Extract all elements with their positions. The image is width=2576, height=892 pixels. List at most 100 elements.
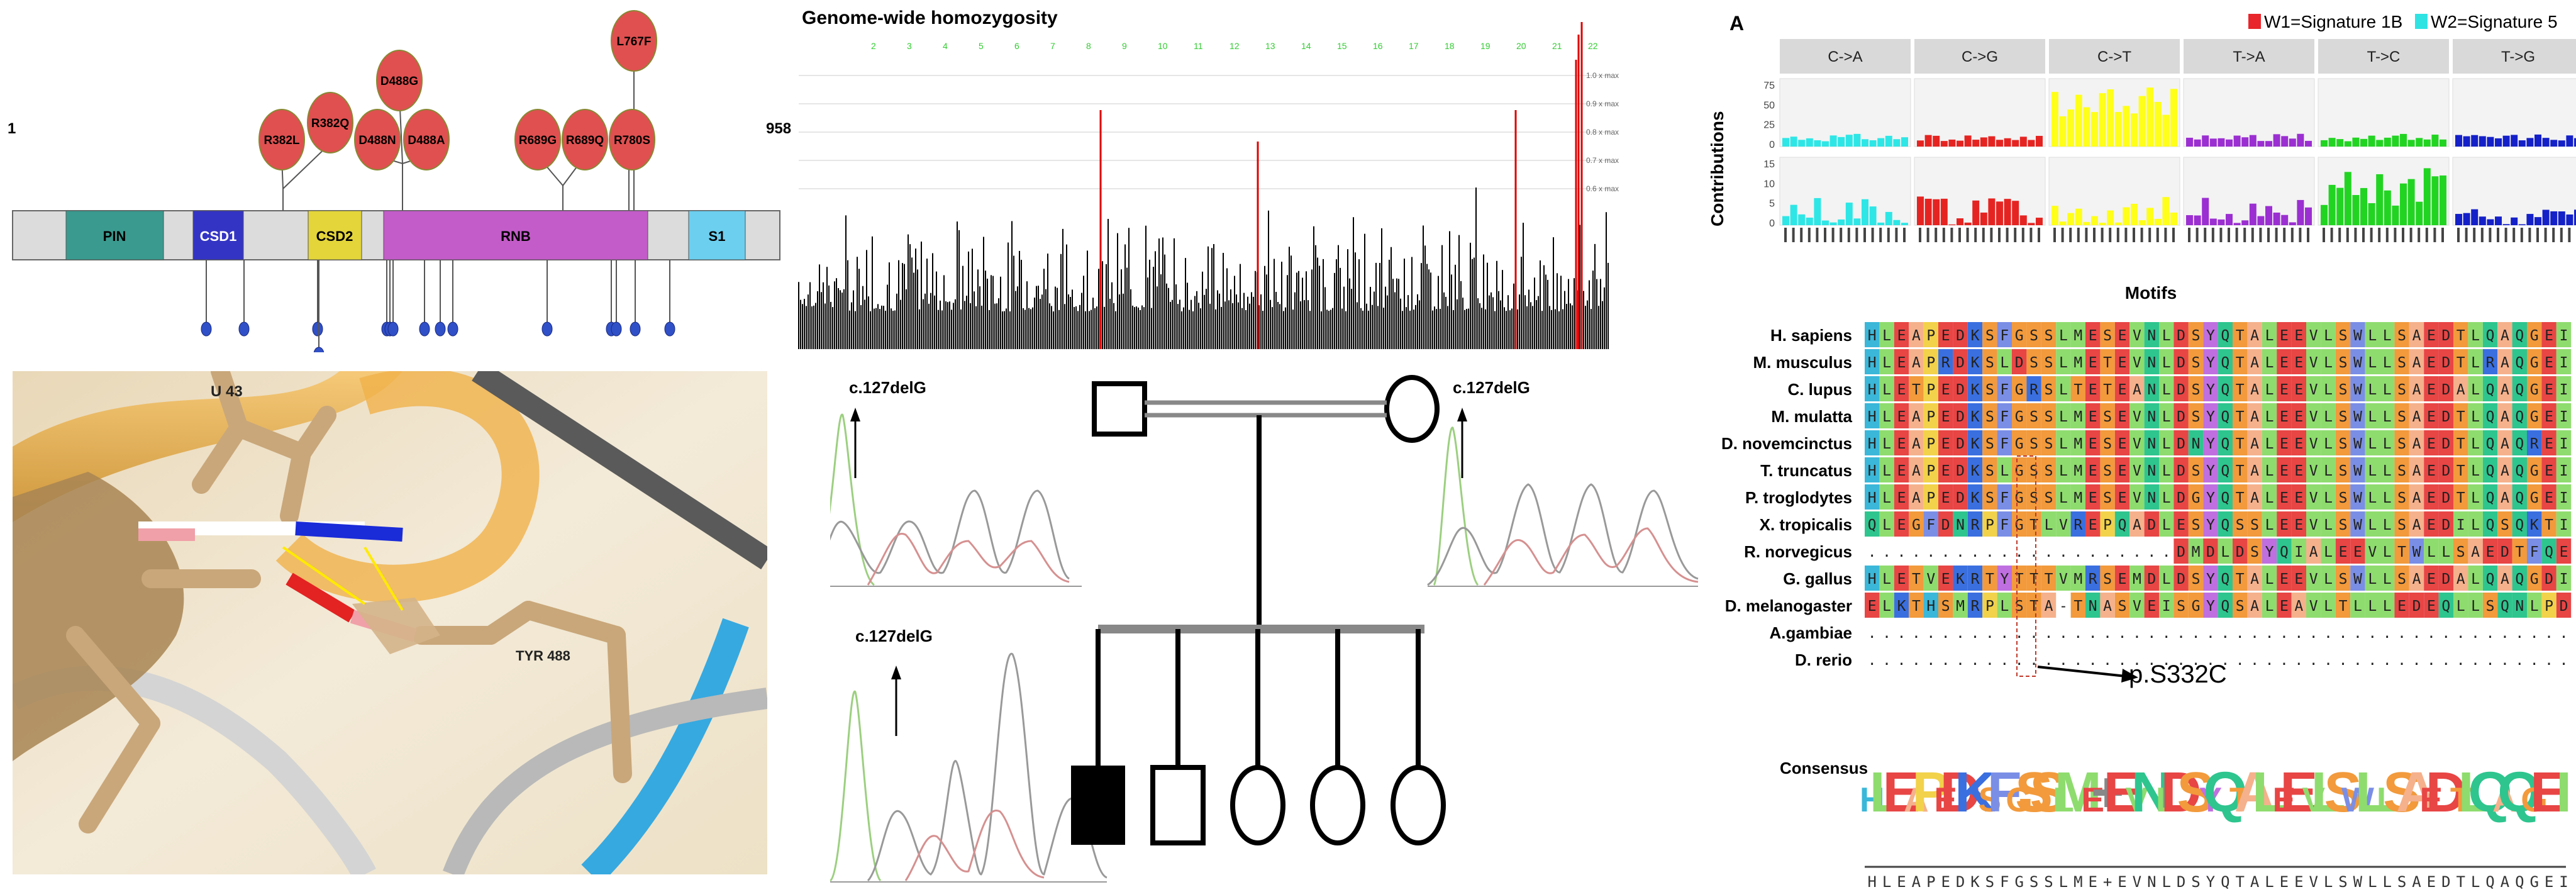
signature-bar <box>2273 212 2280 225</box>
alignment-cell <box>2527 376 2542 401</box>
alignment-cell <box>2394 430 2409 455</box>
alignment-residue: A <box>2501 436 2509 452</box>
alignment-residue: Q <box>2515 382 2524 398</box>
alignment-cell <box>2026 457 2041 482</box>
signature-bar <box>2194 215 2201 225</box>
signature-bar <box>2431 135 2439 147</box>
alignment-cell <box>2262 566 2277 591</box>
alignment-residue: Q <box>2515 328 2524 344</box>
alignment-cell <box>2482 322 2498 347</box>
chromosome-labels: 2 3 4 5 6 7 8 9 10 11 12 13 14 15 16 17 18 19 20 21 22 <box>871 41 1598 51</box>
alignment-cell <box>1909 484 1924 510</box>
species-label: M. musculus <box>1753 353 1852 372</box>
alignment-residue: S <box>2029 490 2038 506</box>
domain-csd1 <box>192 210 244 260</box>
alignment-cell <box>2453 538 2468 564</box>
alignment-cell <box>1894 566 1909 591</box>
logo-letter: S <box>2324 761 2362 824</box>
mutation-arrow <box>2037 666 2126 677</box>
alignment-cell <box>2424 457 2439 482</box>
alignment-residue: E <box>2427 598 2436 615</box>
alignment-cell <box>1953 403 1968 428</box>
domain-csd2-label: CSD2 <box>316 228 353 244</box>
alignment-cell <box>2291 403 2306 428</box>
alignment-residue: L <box>2530 598 2539 615</box>
alignment-cell <box>2394 349 2409 374</box>
alignment-cell <box>2438 593 2453 618</box>
alignment-cell <box>2129 376 2145 401</box>
consensus-residue: A <box>2501 873 2510 891</box>
alignment-residue: . <box>2133 544 2141 560</box>
alignment-residue: V <box>2133 409 2141 425</box>
signature-bar <box>1885 211 1892 225</box>
alignment-residue: E <box>2280 463 2289 479</box>
alignment-cell <box>2291 322 2306 347</box>
signature-bar <box>2479 136 2486 147</box>
signature-bar <box>2384 190 2391 225</box>
alignment-residue: . <box>2280 625 2289 642</box>
lollipop-head <box>387 321 399 337</box>
alignment-residue: N <box>2089 598 2097 615</box>
alignment-residue: S <box>2192 382 2201 398</box>
alignment-cell <box>2497 484 2512 510</box>
alignment-residue: D <box>1956 463 1965 479</box>
alignment-cell <box>2527 593 2542 618</box>
alignment-cell <box>2321 430 2336 455</box>
alignment-residue: E <box>2280 571 2289 588</box>
alignment-cell <box>2556 538 2572 564</box>
consensus-sequence: H L E A P E D K S F G S S L M E + E V N L D S Y Q T A L E E V L S W L L S A E D… <box>1867 873 2568 891</box>
alignment-cell <box>2512 430 2527 455</box>
signature-bar <box>2487 137 2494 147</box>
alignment-cell <box>2527 538 2542 564</box>
alignment-residue: . <box>2471 652 2480 669</box>
alignment-residue: L <box>2324 463 2333 479</box>
alignment-cell <box>1923 511 1938 537</box>
alignment-residue: E <box>2545 409 2553 425</box>
logo-letter: V <box>2302 780 2325 819</box>
consensus-residue: T <box>2235 873 2244 891</box>
alignment-residue: D <box>2501 544 2509 560</box>
signature-bar <box>2004 138 2011 147</box>
chromosome-label: 17 <box>1409 41 1419 51</box>
alignment-cell <box>2438 484 2453 510</box>
alignment-residue: W <box>2412 544 2421 560</box>
alignment-residue: Y <box>2206 328 2215 344</box>
alignment-cell <box>2321 593 2336 618</box>
alignment-cell <box>2438 511 2453 537</box>
alignment-cell <box>2365 403 2380 428</box>
alignment-cell <box>2527 403 2542 428</box>
alignment-residue: D <box>2206 544 2215 560</box>
signature-bar <box>2495 138 2502 147</box>
signature-bar <box>2138 220 2146 225</box>
alignment-residue: I <box>2560 517 2568 533</box>
signature-bar <box>2012 140 2019 147</box>
alignment-residue: D <box>2441 328 2450 344</box>
signature-bar <box>1972 140 1980 147</box>
alignment-residue: N <box>1956 517 1965 533</box>
nucleotide-sticks <box>66 371 632 833</box>
alignment-residue: E <box>2280 598 2289 615</box>
consensus-residue: P <box>1926 873 1935 891</box>
alignment-residue: E <box>1868 598 1877 615</box>
alignment-cell <box>1967 430 1983 455</box>
alignment-residue: L <box>2383 598 2392 615</box>
alignment-residue: . <box>2089 625 2097 642</box>
alignment-residue: D <box>2441 463 2450 479</box>
alignment-residue: A <box>2501 571 2509 588</box>
alignment-residue: L <box>2045 517 2053 533</box>
alignment-cell <box>2218 593 2233 618</box>
chromosome-label: 5 <box>979 41 984 51</box>
alignment-residue: E <box>2294 463 2303 479</box>
alignment-residue: . <box>2089 652 2097 669</box>
alignment-cell <box>2247 349 2262 374</box>
alignment-residue: E <box>2118 409 2127 425</box>
chromosome-label: 8 <box>1086 41 1091 51</box>
alignment-residue: Q <box>2515 436 2524 452</box>
signature-bar <box>2146 208 2154 225</box>
alignment-residue: E <box>2427 517 2436 533</box>
consensus-residue: D <box>2441 873 2450 891</box>
aromatic-ring <box>352 598 440 654</box>
alignment-residue: E <box>1897 382 1906 398</box>
alignment-cell <box>2291 538 2306 564</box>
